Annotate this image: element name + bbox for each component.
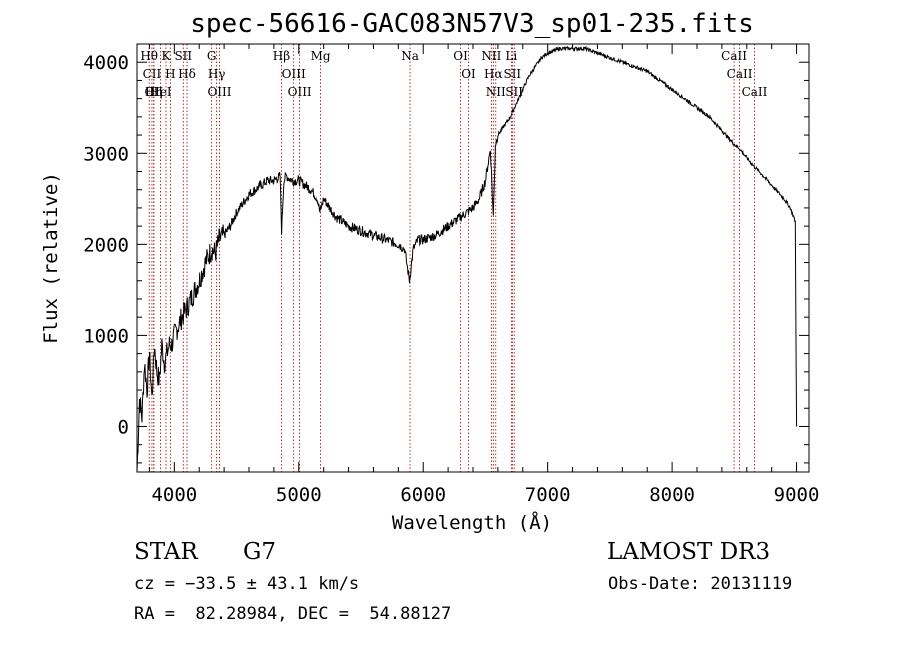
x-axis-label: Wavelength (Å)	[392, 511, 552, 534]
coordinates-readout: RA = 82.28984, DEC = 54.88127	[134, 604, 452, 624]
spectral-line-label-25: CaII	[721, 49, 747, 63]
spectral-line-label-8: Hδ	[178, 67, 196, 81]
x-tick-label: 7000	[525, 484, 571, 506]
spectral-line-label-10: Hγ	[208, 67, 226, 81]
spectral-line-label-19: NII	[481, 49, 501, 63]
spectral-lines-layer	[148, 44, 755, 472]
spectral-line-label-11: OIII	[207, 85, 231, 99]
y-axis-ticks: 0 1000 2000 3000 4000	[83, 43, 809, 464]
spectral-line-label-22: Li	[505, 49, 517, 63]
y-tick-label: 3000	[83, 143, 129, 165]
spectral-line-label-26: CaII	[727, 67, 753, 81]
object-subclass: G7	[243, 539, 277, 565]
spectral-line-label-17: OI	[453, 49, 468, 63]
spectral-line-label-6: H	[165, 67, 175, 81]
spectral-line-label-7: SII	[174, 49, 192, 63]
spectral-line-label-13: OIII	[282, 67, 306, 81]
spectral-line-label-14: OIII	[288, 85, 312, 99]
spectral-line-label-1: CII	[143, 67, 162, 81]
spectral-line-label-0: Hθ	[140, 49, 158, 63]
spectral-line-label-21: NII	[486, 85, 506, 99]
spectral-line-label-2: CII	[144, 85, 163, 99]
spectral-line-label-9: G	[207, 49, 217, 63]
x-tick-label: 5000	[276, 484, 322, 506]
spectral-line-label-20: Hα	[484, 67, 503, 81]
y-tick-label: 2000	[83, 234, 129, 256]
spectral-line-label-12: Hβ	[273, 49, 290, 63]
spectral-line-label-16: Na	[401, 49, 419, 63]
spectral-line-label-27: CaII	[742, 85, 768, 99]
spectral-line-label-15: Mg	[311, 49, 331, 63]
y-tick-label: 4000	[83, 52, 129, 74]
x-tick-label: 8000	[649, 484, 695, 506]
x-axis-ticks: 4000 5000 6000 7000 8000 9000	[148, 44, 820, 506]
spectrum-line	[136, 45, 798, 473]
redshift-readout: cz = −33.5 ± 43.1 km/s	[134, 574, 360, 594]
spectral-line-label-23: SII	[503, 67, 521, 81]
spectral-line-label-24: SII	[505, 85, 523, 99]
plot-frame	[136, 43, 810, 473]
spectral-line-label-18: OI	[461, 67, 476, 81]
x-tick-label: 4000	[151, 484, 197, 506]
x-tick-label: 6000	[400, 484, 446, 506]
chart-title: spec-56616-GAC083N57V3_sp01-235.fits	[190, 9, 754, 39]
x-tick-label: 9000	[774, 484, 820, 506]
spectral-line-label-5: K	[162, 49, 172, 63]
observation-date: Obs-Date: 20131119	[608, 574, 793, 594]
y-axis-label: Flux (relative)	[40, 172, 62, 344]
y-tick-label: 1000	[83, 325, 129, 347]
object-class: STAR	[134, 539, 198, 565]
survey-label: LAMOST DR3	[607, 539, 771, 565]
spectral-line-label-4: HeI	[149, 85, 172, 99]
spectral-line-label-3: Hη	[145, 85, 163, 99]
y-tick-label: 0	[118, 416, 129, 438]
